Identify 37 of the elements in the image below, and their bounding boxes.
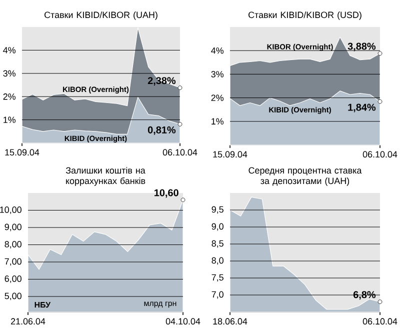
y-tick-label: 10,00 <box>0 206 22 214</box>
y-tick-label: 7,0 <box>212 291 224 299</box>
x-tick-label: 04.10.04 <box>166 318 200 325</box>
chart-title: Середня процентна ставка за депозитами (UAH) <box>248 167 362 186</box>
chart-title: Залишки коштів на коррахунках банків <box>66 167 146 186</box>
y-tick-label: 8,00 <box>4 241 22 248</box>
y-tick-label: 6,00 <box>4 276 22 283</box>
y-tick-label: 2% <box>3 93 16 100</box>
x-tick-label: 06.10.04 <box>162 149 198 156</box>
x-tick-label: 15.09.04 <box>5 149 40 156</box>
y-tick-label: 9,00 <box>4 224 22 232</box>
y-tick-label: 9,5 <box>212 206 224 214</box>
chart-title: Ставки KIBID/KIBOR (USD) <box>248 11 362 20</box>
y-tick-label: 1% <box>4 116 16 123</box>
x-tick-label: 15.09.04 <box>213 151 248 158</box>
data-label: 3,88% <box>348 42 376 52</box>
y-tick-label: 8,0 <box>212 257 224 265</box>
y-tick-label: 4% <box>211 47 224 54</box>
y-tick-label: 3% <box>211 71 224 78</box>
data-label: 10,60 <box>154 189 178 198</box>
data-label: 0,81% <box>148 126 176 135</box>
x-tick-label: 06.10.04 <box>362 318 398 325</box>
y-tick-label: 7,5 <box>212 274 224 282</box>
y-tick-label: 7,00 <box>4 258 22 266</box>
chart-title: Ставки KIBID/KIBOR (UAH) <box>44 11 158 20</box>
y-tick-label: 9,0 <box>212 223 224 231</box>
y-tick-label: 1% <box>212 118 224 125</box>
y-tick-label: 3% <box>3 70 16 77</box>
x-tick-label: 06.10.04 <box>362 151 398 158</box>
x-tick-label: 18.06.04 <box>213 318 248 325</box>
y-tick-label: 2% <box>211 94 224 101</box>
data-label: 6,8% <box>353 291 376 300</box>
data-label: 1,84% <box>348 104 376 112</box>
y-tick-label: 8,5 <box>212 240 224 248</box>
y-tick-label: 4% <box>3 47 16 54</box>
x-tick-label: 21.06.04 <box>11 318 46 325</box>
y-tick-label: 5,00 <box>4 292 22 300</box>
